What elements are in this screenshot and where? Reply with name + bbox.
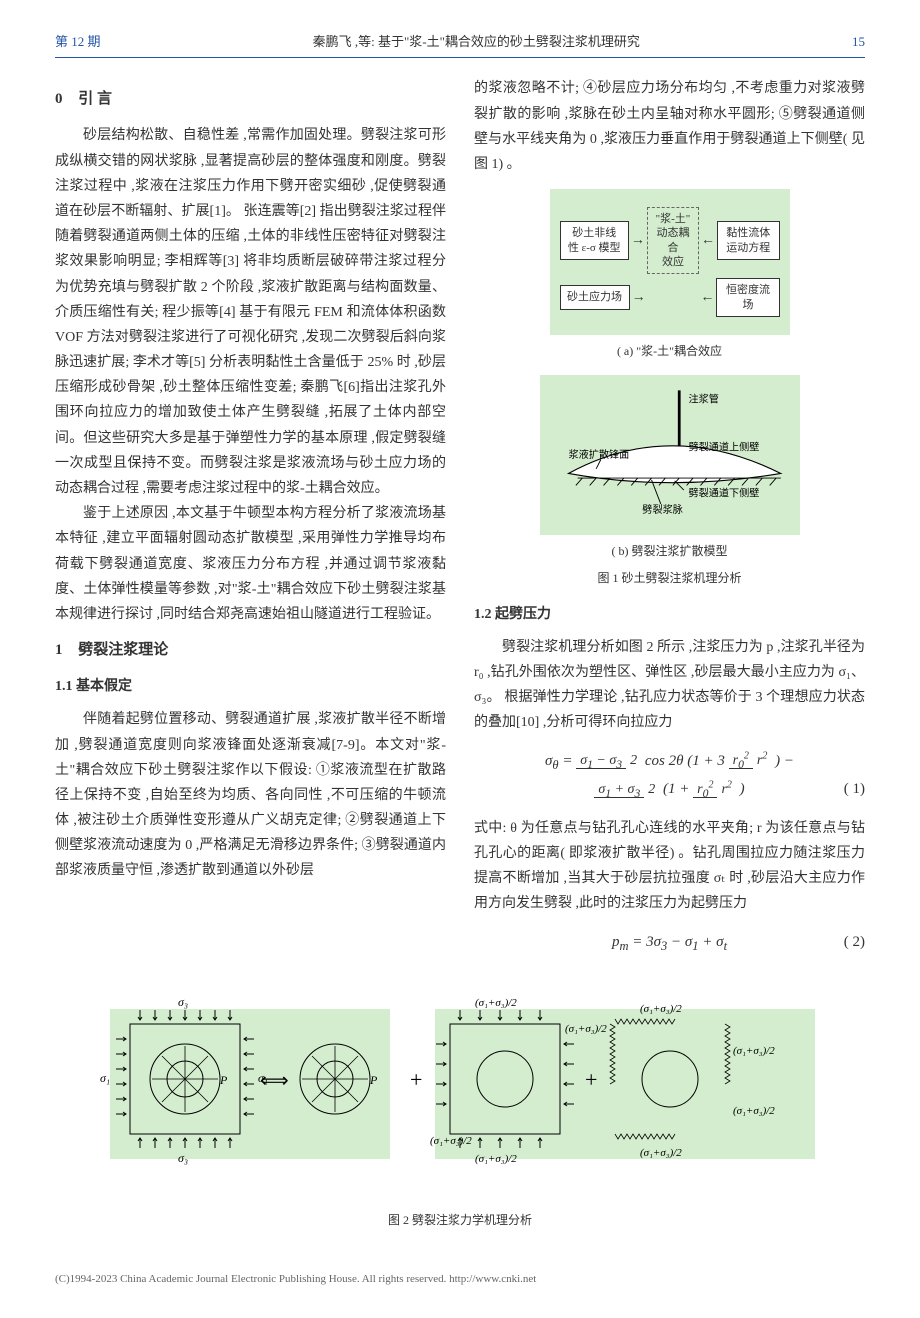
fig2-half-bot-4: (σ₁+σ₃)/2 <box>640 1147 682 1159</box>
left-column: 0 引 言 砂层结构松散、自稳性差 ,常需作加固处理。劈裂注浆可形成纵横交错的网… <box>55 76 446 969</box>
svg-text:⟺: ⟺ <box>260 1070 289 1092</box>
fig2-half-right-3: (σ₁+σ₃)/2 <box>565 1023 607 1035</box>
section-0-heading: 0 引 言 <box>55 86 446 113</box>
assumption-para: 伴随着起劈位置移动、劈裂通道扩展 ,浆液扩散半径不断增加 ,劈裂通道宽度则向浆液… <box>55 707 446 883</box>
fig1a-box-center: "浆-土"动态耦合效应 <box>647 207 699 274</box>
figure-1b-caption: ( b) 劈裂注浆扩散模型 <box>474 541 865 563</box>
figure-2-caption: 图 2 劈裂注浆力学机理分析 <box>55 1210 865 1232</box>
subsection-1-1: 1.1 基本假定 <box>55 674 446 699</box>
fig1b-label-vein: 劈裂浆脉 <box>642 503 683 516</box>
header-issue: 第 12 期 <box>55 30 101 53</box>
figure-1a-box: 砂土非线性 ε-σ 模型 → "浆-土"动态耦合效应 ← 黏性流体运动方程 砂土… <box>550 189 790 335</box>
fig1a-box-tl: 砂土非线性 ε-σ 模型 <box>560 221 629 260</box>
fig2-sigma1-left: σ₁ <box>100 1071 110 1085</box>
page-footer: (C)1994-2023 China Academic Journal Elec… <box>55 1262 865 1298</box>
section-1-title: 劈裂注浆理论 <box>78 642 168 658</box>
figure-1b: 注浆管 浆液扩散锋面 劈裂通道上侧壁 <box>474 375 865 590</box>
section-1-heading: 1 劈裂注浆理论 <box>55 637 446 664</box>
fig2-half-bot-3: (σ₁+σ₃)/2 <box>475 1153 517 1165</box>
figure-1b-box: 注浆管 浆液扩散锋面 劈裂通道上侧壁 <box>540 375 800 535</box>
figure-2: σ₃ σ₃ σ₁ σ₁ P ⟺ <box>55 989 865 1232</box>
figure-1a-caption: ( a) "浆-土"耦合效应 <box>474 341 865 363</box>
svg-text:+: + <box>585 1067 597 1092</box>
pressure-para-1: 劈裂注浆机理分析如图 2 所示 ,注浆压力为 p ,注浆孔半径为 r₀ ,钻孔外… <box>474 635 865 736</box>
figure-2-svg: σ₃ σ₃ σ₁ σ₁ P ⟺ <box>90 989 830 1189</box>
fig2-half-right-4: (σ₁+σ₃)/2 <box>733 1045 775 1057</box>
header-title: 秦鹏飞 ,等: 基于"浆-土"耦合效应的砂土劈裂注浆机理研究 <box>313 30 640 53</box>
arrow-icon: → <box>630 285 648 310</box>
fig1a-box-bl: 砂土应力场 <box>560 285 630 309</box>
figure-1-title: 图 1 砂土劈裂注浆机理分析 <box>474 568 865 590</box>
figure-1a: 砂土非线性 ε-σ 模型 → "浆-土"动态耦合效应 ← 黏性流体运动方程 砂土… <box>474 189 865 362</box>
fig2-P-1: P <box>219 1073 228 1087</box>
fig1a-box-tr: 黏性流体运动方程 <box>717 221 779 260</box>
section-0-num: 0 <box>55 91 63 107</box>
page-header: 第 12 期 秦鹏飞 ,等: 基于"浆-土"耦合效应的砂土劈裂注浆机理研究 15 <box>55 30 865 58</box>
right-column: 的浆液忽略不计; ④砂层应力场分布均匀 ,不考虑重力对浆液劈裂扩散的影响 ,浆脉… <box>474 76 865 969</box>
equation-1: σθ = σ1 − σ32 cos 2θ (1 + 3 r02r2 ) − σ1… <box>474 748 865 804</box>
subsection-1-2: 1.2 起劈压力 <box>474 602 865 627</box>
fig2-half-top-3: (σ₁+σ₃)/2 <box>475 997 517 1009</box>
fig2-half-right2-4: (σ₁+σ₃)/2 <box>733 1105 775 1117</box>
fig1b-label-lower: 劈裂通道下侧壁 <box>688 486 759 499</box>
fig2-sigma3-top: σ₃ <box>178 995 188 1009</box>
arrow-icon: ← <box>698 285 716 310</box>
fig2-sigma3-bot: σ₃ <box>178 1151 188 1165</box>
intro-para-1: 砂层结构松散、自稳性差 ,常需作加固处理。劈裂注浆可形成纵横交错的网状浆脉 ,显… <box>55 123 446 501</box>
arrow-icon: → <box>629 228 647 253</box>
equation-1-number: ( 1) <box>844 776 865 803</box>
fig2-P-2: P <box>369 1073 378 1087</box>
equation-2-number: ( 2) <box>844 929 865 956</box>
fig2-half-left-3: (σ₁+σ₃)/2 <box>430 1135 472 1147</box>
fig2-half-top-4: (σ₁+σ₃)/2 <box>640 1003 682 1015</box>
equation-2: pm = 3σ3 − σ1 + σt ( 2) <box>474 929 865 958</box>
fig1b-label-front: 浆液扩散锋面 <box>568 447 629 460</box>
svg-text:+: + <box>410 1067 422 1092</box>
fig1b-label-pipe: 注浆管 <box>688 392 718 405</box>
header-page: 15 <box>852 30 865 53</box>
arrow-icon: ← <box>699 228 717 253</box>
eq1-vars-para: 式中: θ 为任意点与钻孔孔心连线的水平夹角; r 为该任意点与钻孔孔心的距离(… <box>474 816 865 917</box>
intro-para-2: 鉴于上述原因 ,本文基于牛顿型本构方程分析了浆液流场基本特征 ,建立平面辐射圆动… <box>55 501 446 627</box>
fig1a-box-br: 恒密度流场 <box>716 278 779 317</box>
fig1b-label-upper: 劈裂通道上侧壁 <box>688 440 759 453</box>
section-0-title: 引 言 <box>78 91 112 107</box>
continuation-para: 的浆液忽略不计; ④砂层应力场分布均匀 ,不考虑重力对浆液劈裂扩散的影响 ,浆脉… <box>474 76 865 177</box>
section-1-num: 1 <box>55 642 63 658</box>
